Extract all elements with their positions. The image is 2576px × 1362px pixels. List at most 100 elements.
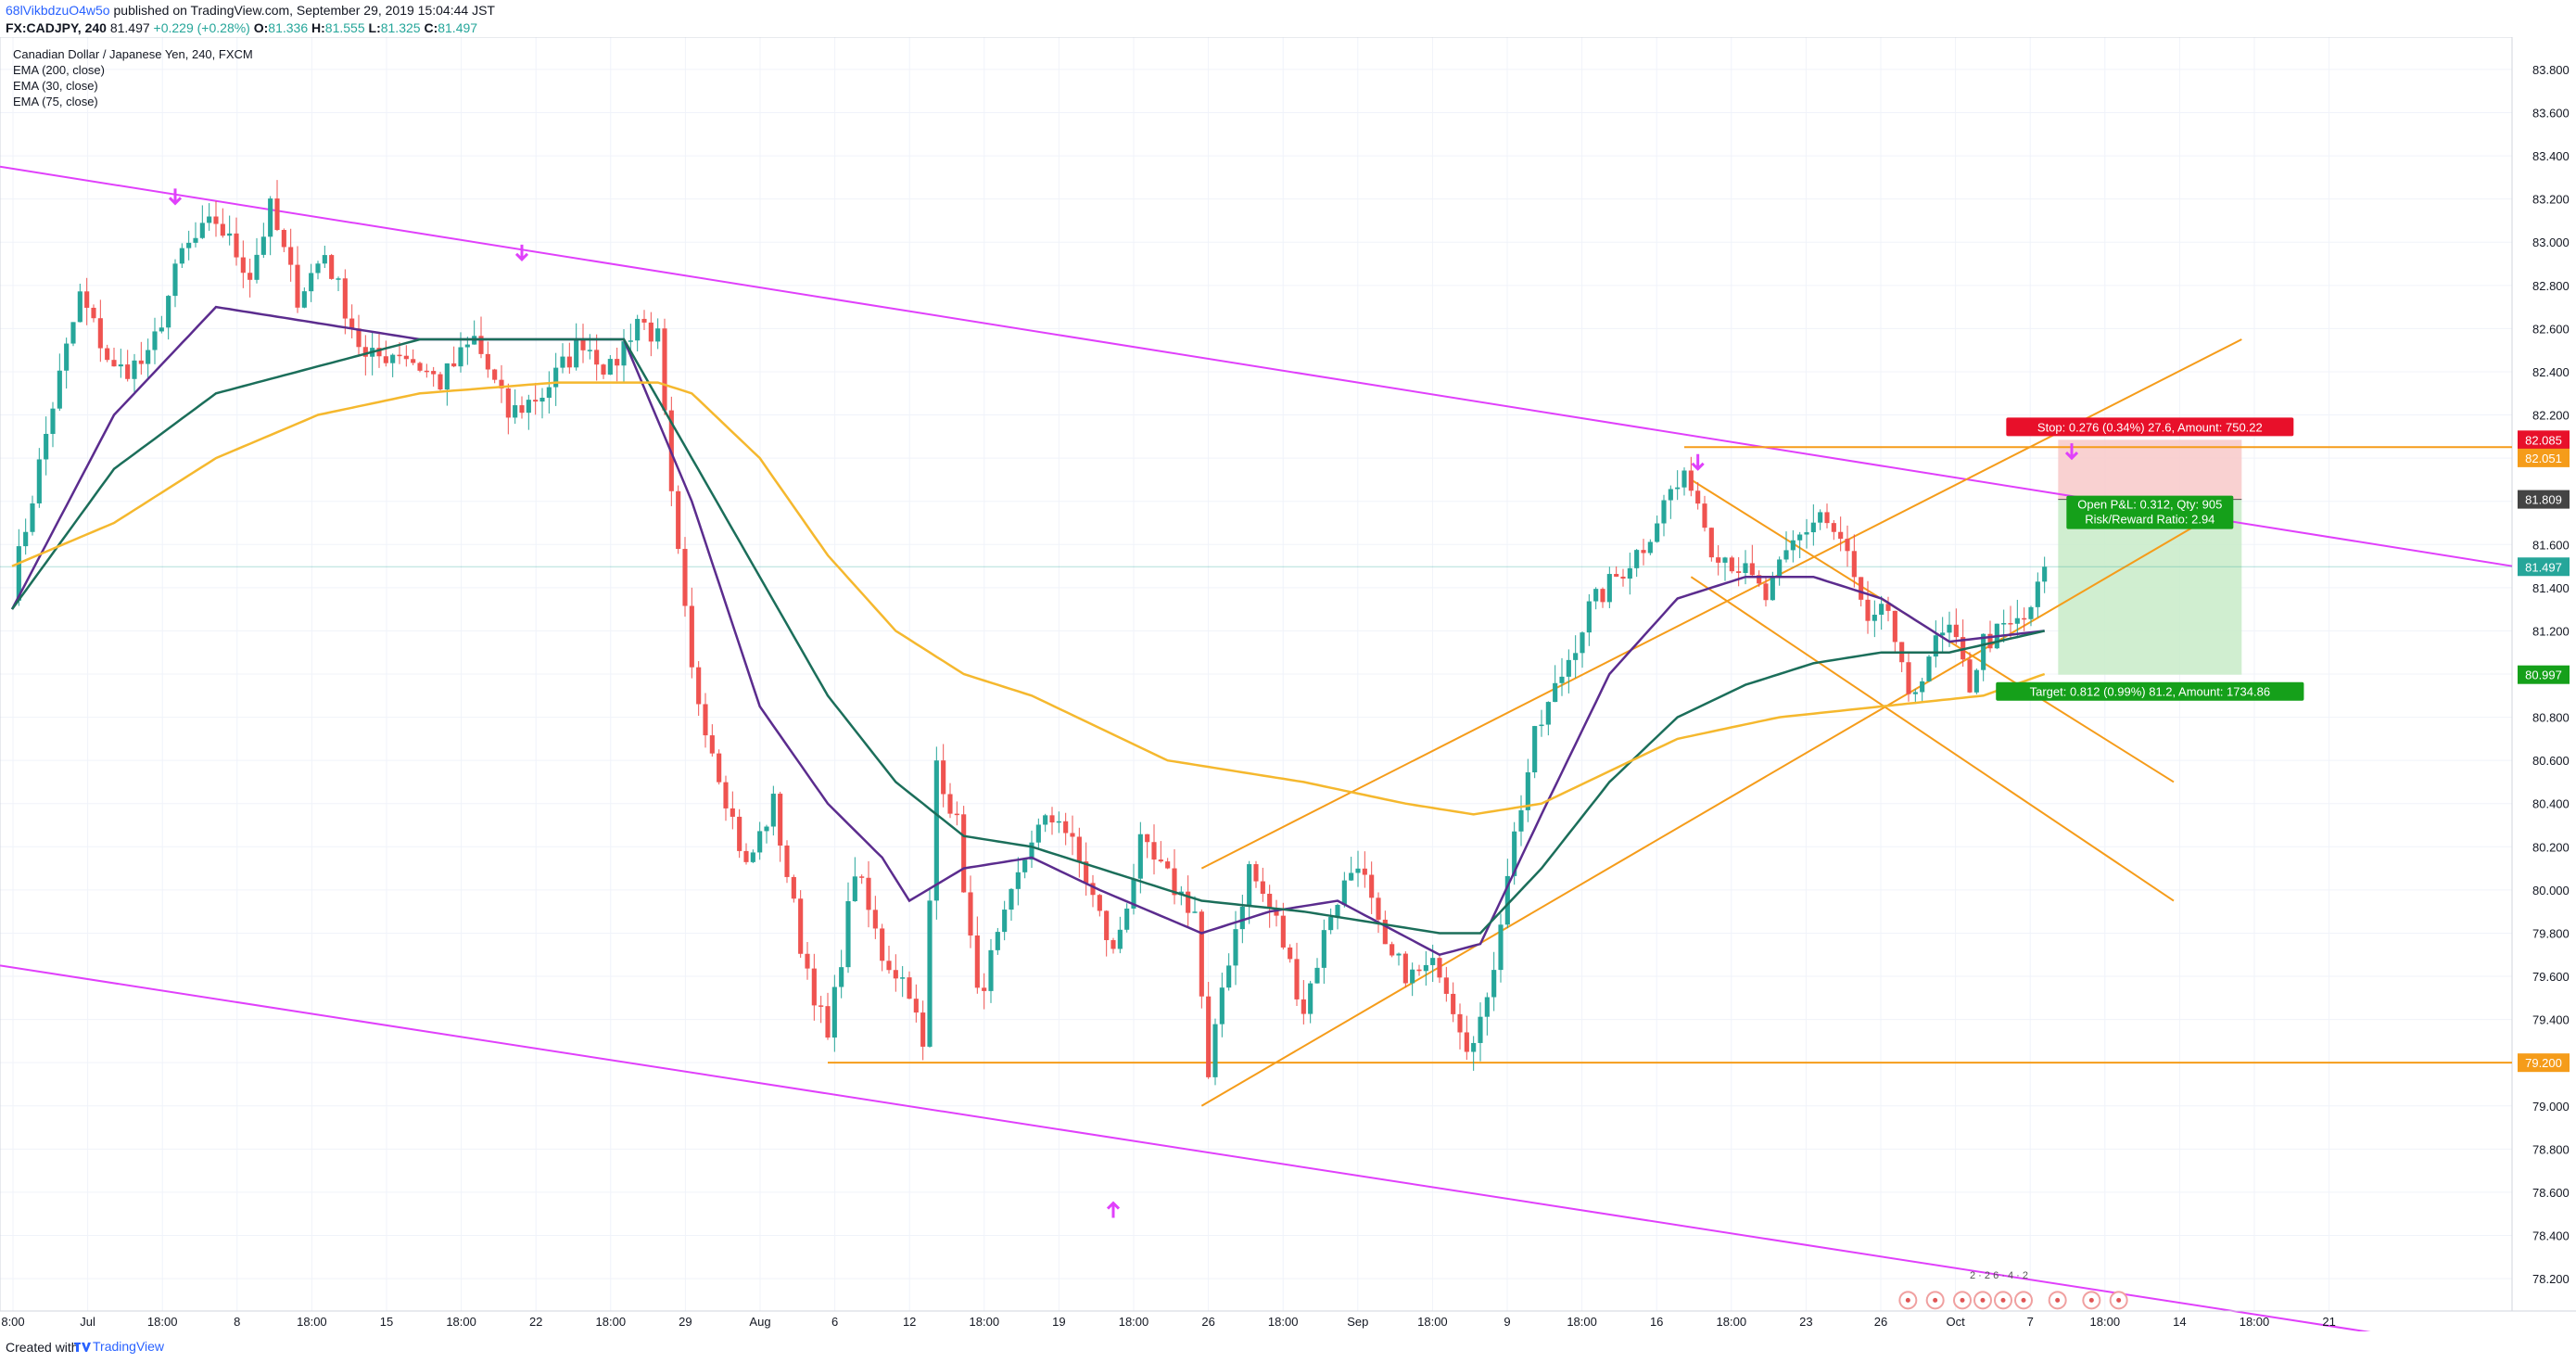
- price-tick: 80.000: [2532, 884, 2570, 897]
- candle-body: [1410, 969, 1415, 984]
- ema-30-line: [10, 305, 2045, 957]
- open-label: O:: [253, 20, 269, 35]
- candle-body: [730, 808, 735, 817]
- candle-body: [1702, 503, 1707, 528]
- candle-body: [1301, 999, 1306, 1014]
- candle-body: [601, 364, 606, 376]
- price-tick: 80.800: [2532, 711, 2570, 725]
- candle-body: [77, 291, 82, 323]
- candle-body: [709, 735, 715, 754]
- time-tick: 18:00: [1417, 1315, 1448, 1329]
- candle-body: [1614, 574, 1619, 577]
- candle-body: [662, 328, 667, 411]
- candle-body: [1212, 1024, 1218, 1077]
- publish-line: 68lVikbdzuO4w5o published on TradingView…: [6, 3, 495, 18]
- candle-body: [1743, 563, 1748, 573]
- candle-body: [1525, 772, 1530, 810]
- candle-body: [268, 198, 273, 237]
- candle-body: [1158, 859, 1163, 862]
- tradingview-logo[interactable]: TradingView: [74, 1339, 164, 1354]
- candle-body: [933, 760, 939, 901]
- candle-body: [764, 826, 769, 832]
- time-tick: 8:00: [1, 1315, 24, 1329]
- author-link[interactable]: 68lVikbdzuO4w5o: [6, 3, 110, 18]
- candle-body: [1124, 908, 1130, 930]
- created-with-text: Created with: [6, 1340, 79, 1355]
- price-tick: 79.800: [2532, 926, 2570, 940]
- price-tick: 79.400: [2532, 1013, 2570, 1027]
- candle-body: [1199, 911, 1204, 997]
- candle-body: [2042, 566, 2048, 582]
- time-tick: 12: [903, 1315, 916, 1329]
- price-tick: 82.600: [2532, 322, 2570, 336]
- candle-body: [1518, 809, 1524, 832]
- time-tick: 8: [234, 1315, 240, 1329]
- ema-75-line: [10, 337, 2045, 935]
- candle-body: [1879, 604, 1884, 616]
- candle-body: [57, 370, 62, 409]
- candle-body: [1810, 522, 1816, 533]
- price-tick: 79.000: [2532, 1100, 2570, 1114]
- candle-body: [1267, 893, 1273, 910]
- candle-body: [655, 328, 661, 342]
- candle-body: [1668, 489, 1673, 501]
- candle-body: [1451, 993, 1456, 1014]
- candle-body: [988, 949, 994, 991]
- candle-body: [641, 318, 647, 323]
- candle-body: [383, 356, 388, 363]
- candle-body: [376, 348, 382, 357]
- candle-body: [2014, 617, 2020, 624]
- candle-body: [295, 264, 300, 308]
- candle-body: [1151, 842, 1157, 860]
- candle-body: [1247, 864, 1252, 907]
- time-tick: 23: [1799, 1315, 1812, 1329]
- candle-body: [1478, 1016, 1483, 1043]
- candle-body: [750, 852, 755, 862]
- event-marker-dot: [1933, 1297, 1938, 1303]
- ema-lines: [10, 305, 2046, 957]
- position-labels: Stop: 0.276 (0.34%) 27.6, Amount: 750.22…: [1970, 417, 2304, 1281]
- candle-body: [1532, 726, 1538, 773]
- candle-body: [240, 257, 246, 274]
- signal-arrows: [168, 188, 2128, 1310]
- candle-body: [566, 356, 572, 368]
- close-label: C:: [424, 20, 438, 35]
- candle-body: [1349, 872, 1354, 881]
- legend-title: Canadian Dollar / Japanese Yen, 240, FXC…: [13, 47, 253, 61]
- candle-body: [1314, 967, 1320, 984]
- candle-body: [784, 845, 790, 877]
- candle-body: [893, 970, 898, 979]
- candle-body: [2001, 623, 2007, 625]
- candle-body: [737, 816, 742, 851]
- price-chart[interactable]: Stop: 0.276 (0.34%) 27.6, Amount: 750.22…: [0, 37, 2576, 1331]
- candle-body: [1056, 821, 1061, 823]
- candle-body: [315, 263, 321, 274]
- candle-body: [580, 339, 586, 350]
- candle-body: [2028, 606, 2034, 619]
- candle-body: [696, 667, 702, 705]
- candle-body: [1491, 970, 1497, 998]
- time-tick: Jul: [80, 1315, 95, 1329]
- candle-body: [1172, 868, 1177, 896]
- candle-body: [1070, 833, 1075, 837]
- last-price-tag-bg: [2518, 557, 2570, 577]
- candle-body: [322, 255, 327, 264]
- candle-body: [546, 387, 552, 398]
- time-tick: 16: [1650, 1315, 1663, 1329]
- candle-body: [254, 254, 260, 280]
- last-price-tag: 81.497: [2525, 560, 2562, 574]
- event-marker-dot: [2116, 1297, 2122, 1303]
- price-tick: 81.600: [2532, 538, 2570, 552]
- candle-body: [825, 1006, 831, 1038]
- time-tick: Oct: [1946, 1315, 1965, 1329]
- time-tick: 6: [831, 1315, 838, 1329]
- time-tick: 21: [2322, 1315, 2335, 1329]
- candle-body: [513, 405, 518, 418]
- candle-body: [152, 331, 158, 350]
- candle-body: [1688, 470, 1694, 491]
- candle-body: [16, 546, 21, 601]
- candle-body: [1145, 834, 1150, 843]
- candle-body: [118, 364, 123, 367]
- candle-body: [105, 348, 110, 361]
- event-marker-dot: [2000, 1297, 2006, 1303]
